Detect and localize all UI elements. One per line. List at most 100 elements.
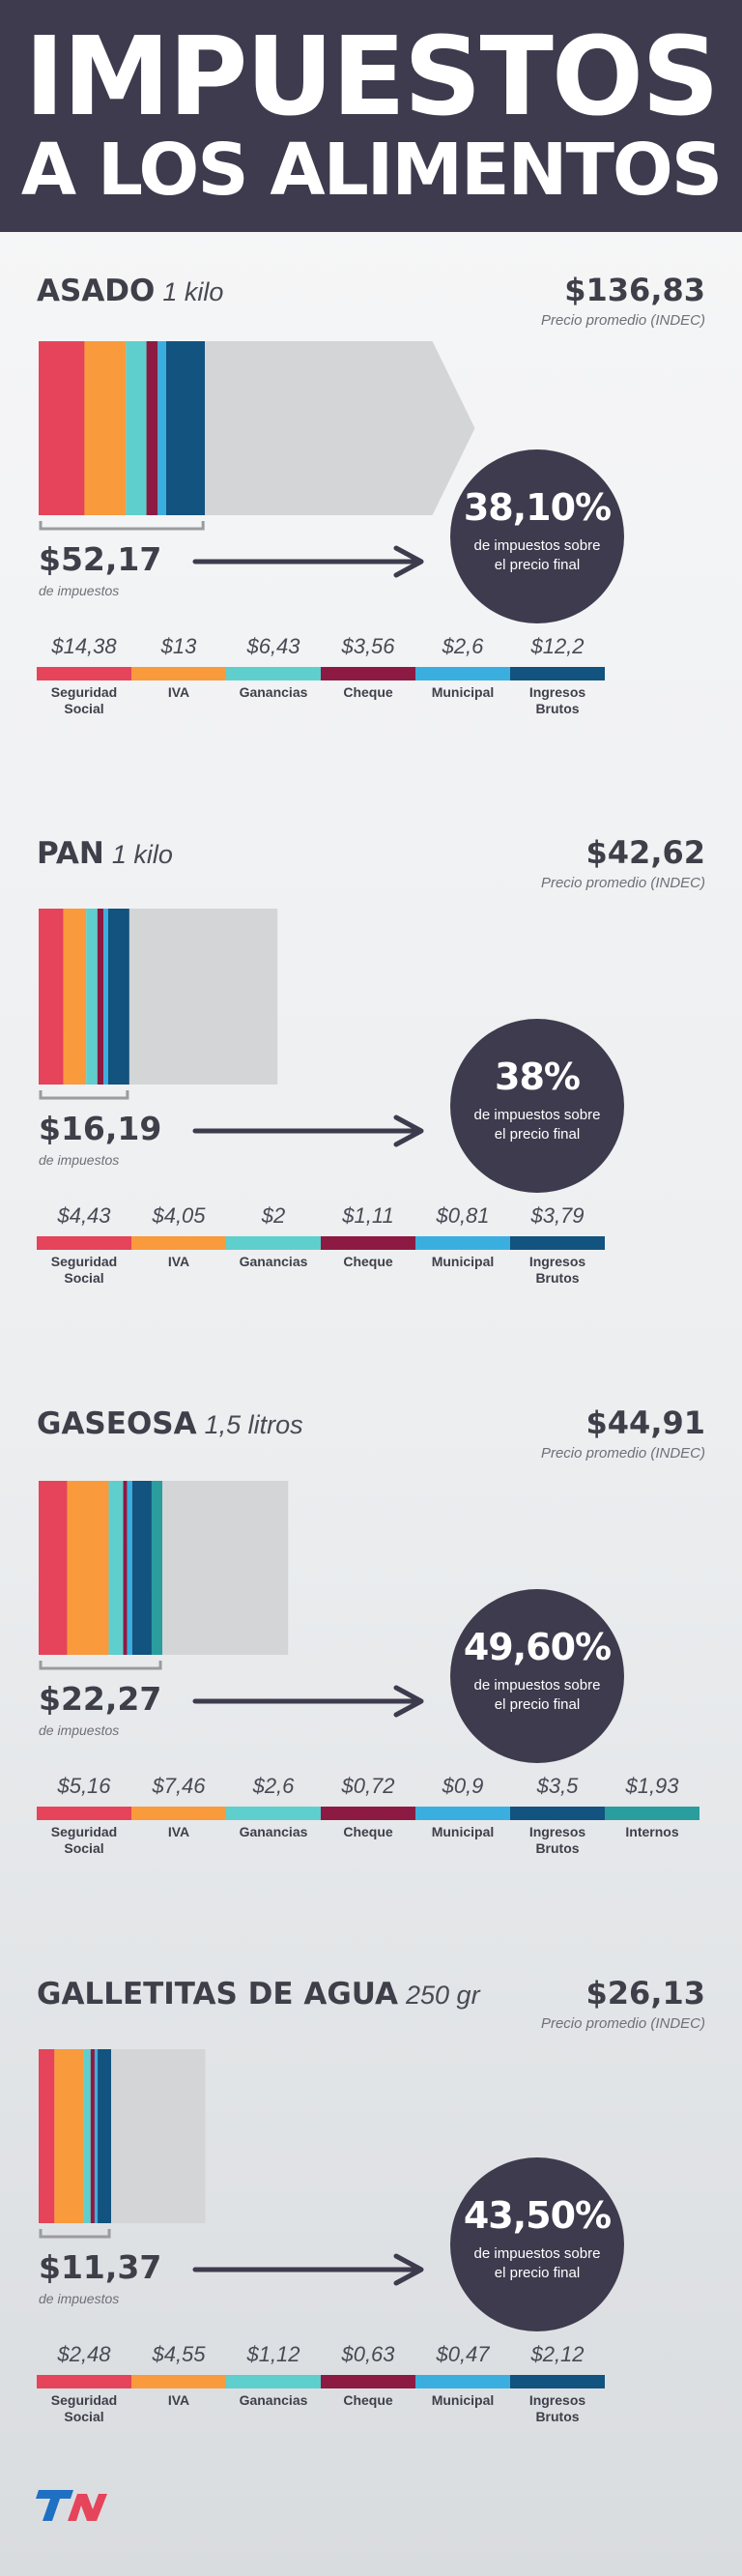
bar-segment-ganancias bbox=[108, 1481, 124, 1655]
stacked-bar-chart bbox=[39, 341, 475, 531]
product-name: ASADO 1 kilo bbox=[37, 274, 223, 308]
legend-value: $3,79 bbox=[530, 1203, 585, 1228]
legend-swatch bbox=[226, 1236, 321, 1250]
legend-swatch bbox=[605, 1807, 699, 1820]
product-section: PAN 1 kilo $42,62 Precio promedio (INDEC) $1… bbox=[0, 834, 742, 1406]
legend-value: $5,16 bbox=[57, 1774, 111, 1798]
legend-value: $3,5 bbox=[536, 1774, 579, 1798]
legend-value: $2,12 bbox=[530, 2342, 585, 2366]
header-banner: IMPUESTOS A LOS ALIMENTOS bbox=[0, 0, 742, 232]
price-note: Precio promedio (INDEC) bbox=[540, 875, 705, 891]
legend-label: Municipal bbox=[431, 1824, 495, 1839]
legend-item-ganancias: $1,12 Ganancias bbox=[226, 2342, 321, 2429]
legend-item-iva: $13 IVA bbox=[131, 634, 226, 721]
legend-item-cheque: $0,63 Cheque bbox=[321, 2342, 415, 2429]
legend-swatch bbox=[226, 1807, 321, 1820]
legend-item-seguridad_social: $14,38 Seguridad Social bbox=[37, 634, 131, 721]
tax-percentage-badge: 49,60% de impuestos sobre el precio final bbox=[450, 1589, 624, 1763]
legend-swatch bbox=[510, 2375, 605, 2388]
legend-value: $2,6 bbox=[442, 634, 484, 658]
legend-value: $0,47 bbox=[436, 2342, 490, 2366]
tax-bracket bbox=[39, 2229, 111, 2239]
legend-label: Ganancias bbox=[239, 2392, 308, 2408]
legend-value: $1,11 bbox=[342, 1203, 394, 1228]
legend-item-iva: $4,55 IVA bbox=[131, 2342, 226, 2429]
legend-label: IVA bbox=[167, 1254, 190, 1269]
tax-total-note: de impuestos bbox=[39, 1152, 120, 1168]
legend-label: Cheque bbox=[343, 2392, 393, 2408]
product-price: $136,83 bbox=[564, 272, 705, 308]
legend-item-ingresos_brutos: $3,79 Ingresos Brutos bbox=[510, 1203, 605, 1290]
tax-percentage-badge: 38,10% de impuestos sobre el precio final bbox=[450, 449, 624, 623]
tax-bracket bbox=[39, 521, 205, 531]
legend-label: Seguridad Social bbox=[50, 1824, 118, 1856]
bar-segment-ganancias bbox=[126, 341, 147, 515]
legend-label: Cheque bbox=[343, 1824, 393, 1839]
bar-segment-iva bbox=[67, 1481, 109, 1655]
tax-percentage-desc: de impuestos sobre el precio final bbox=[473, 1677, 601, 1713]
legend-swatch bbox=[321, 667, 415, 680]
legend-value: $1,12 bbox=[246, 2342, 300, 2366]
arrow-icon bbox=[192, 1685, 424, 1718]
tax-total: $16,19 bbox=[39, 1110, 162, 1147]
legend-swatch bbox=[37, 1807, 131, 1820]
legend-label: Ingresos Brutos bbox=[528, 684, 586, 716]
tax-percentage-desc: de impuestos sobre el precio final bbox=[473, 1107, 601, 1143]
legend-label: Internos bbox=[625, 1824, 679, 1839]
legend-item-ganancias: $2 Ganancias bbox=[226, 1203, 321, 1290]
legend-item-iva: $4,05 IVA bbox=[131, 1203, 226, 1290]
stacked-bar-chart bbox=[39, 2049, 206, 2239]
bar-segment-ingresos_brutos bbox=[98, 2049, 112, 2223]
legend-value: $4,43 bbox=[57, 1203, 111, 1228]
legend-swatch bbox=[415, 1807, 510, 1820]
arrow-icon bbox=[192, 2253, 424, 2286]
legend-swatch bbox=[510, 667, 605, 680]
product-name-text: GASEOSA bbox=[37, 1406, 197, 1441]
legend-swatch bbox=[510, 1236, 605, 1250]
product-unit: 250 gr bbox=[406, 1981, 480, 2010]
price-note: Precio promedio (INDEC) bbox=[540, 2015, 705, 2032]
legend-label: IVA bbox=[167, 1824, 190, 1839]
product-unit: 1 kilo bbox=[162, 277, 224, 306]
arrow-icon bbox=[192, 1114, 424, 1147]
bar-segment-ingresos_brutos bbox=[107, 909, 129, 1085]
legend-swatch bbox=[131, 2375, 226, 2388]
product-price: $42,62 bbox=[585, 834, 705, 871]
legend-swatch bbox=[37, 2375, 131, 2388]
legend-swatch bbox=[321, 2375, 415, 2388]
tax-percentage: 38% bbox=[495, 1056, 581, 1098]
tax-percentage: 38,10% bbox=[463, 486, 612, 529]
legend-value: $14,38 bbox=[51, 634, 117, 658]
tn-logo bbox=[35, 2486, 108, 2527]
legend-value: $0,9 bbox=[442, 1774, 484, 1798]
bar-segment-municipal bbox=[127, 1481, 132, 1655]
legend-value: $3,56 bbox=[341, 634, 395, 658]
legend-item-seguridad_social: $2,48 Seguridad Social bbox=[37, 2342, 131, 2429]
legend-value: $13 bbox=[160, 634, 197, 658]
legend-swatch bbox=[415, 1236, 510, 1250]
product-section: GALLETITAS DE AGUA 250 gr $26,13 Precio pro… bbox=[0, 1975, 742, 2547]
product-unit: 1,5 litros bbox=[204, 1410, 303, 1439]
tax-percentage-badge: 38% de impuestos sobre el precio final bbox=[450, 1019, 624, 1193]
legend-label: Ganancias bbox=[239, 1824, 308, 1839]
legend-label: Municipal bbox=[431, 1254, 495, 1269]
legend-value: $4,05 bbox=[152, 1203, 206, 1228]
legend-item-municipal: $0,9 Municipal bbox=[415, 1774, 510, 1861]
tax-bracket bbox=[39, 1661, 162, 1670]
tax-percentage-desc: de impuestos sobre el precio final bbox=[473, 537, 601, 573]
legend-swatch bbox=[131, 1236, 226, 1250]
product-name-text: GALLETITAS DE AGUA bbox=[37, 1977, 398, 2012]
legend-swatch bbox=[131, 667, 226, 680]
legend-value: $2,48 bbox=[57, 2342, 111, 2366]
legend-value: $2,6 bbox=[252, 1774, 295, 1798]
bar-segment-seguridad_social bbox=[39, 909, 64, 1085]
legend-swatch bbox=[226, 667, 321, 680]
stacked-bar-chart bbox=[39, 1481, 289, 1670]
legend-label: Cheque bbox=[343, 684, 393, 700]
product-section: GASEOSA 1,5 litros $44,91 Precio promedio (… bbox=[0, 1404, 742, 1977]
legend-item-cheque: $0,72 Cheque bbox=[321, 1774, 415, 1861]
legend-value: $4,55 bbox=[152, 2342, 206, 2366]
legend-label: Ingresos Brutos bbox=[528, 1254, 586, 1286]
stacked-bar-chart bbox=[39, 909, 278, 1100]
legend-label: Municipal bbox=[431, 684, 495, 700]
